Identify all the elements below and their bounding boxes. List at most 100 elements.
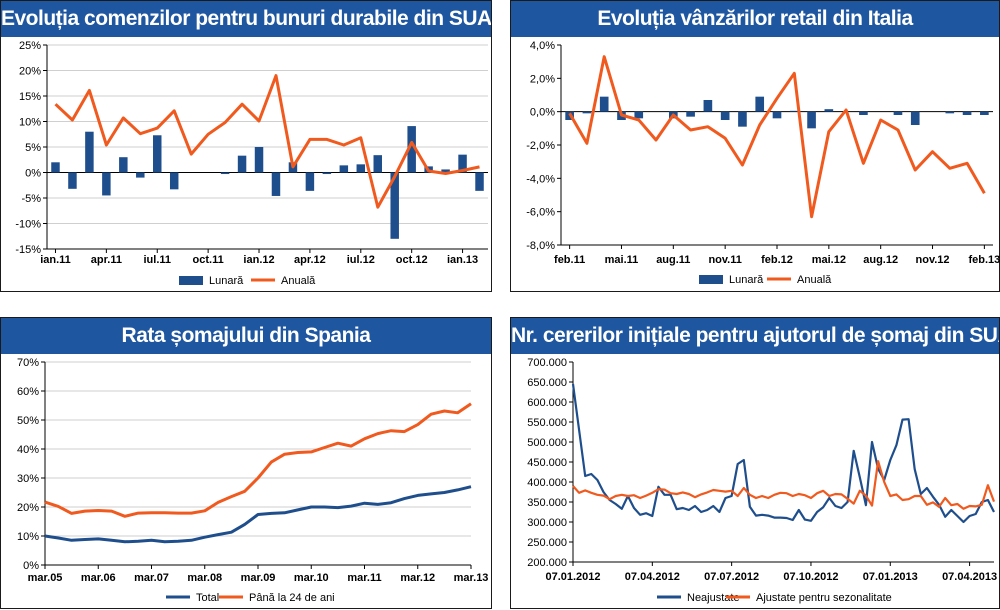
bar bbox=[305, 172, 315, 191]
bar bbox=[582, 111, 592, 114]
y-tick-label: 0% bbox=[25, 168, 41, 180]
chart-italy-retail-svg: -8,0% -6,0% -4,0% -2,0% 0,0% 2,0% 4,0% feb.11 ma… bbox=[526, 40, 1000, 286]
chart-panel-spain-unemployment: Rata șomajului din Spania 0% 10% 20% 30% 40%… bbox=[0, 317, 492, 609]
y-tick-label: 40% bbox=[17, 444, 39, 456]
x-tick-label: ian.12 bbox=[243, 254, 274, 266]
y-tick-label: 70% bbox=[17, 357, 39, 369]
y-tick-label: 300.000 bbox=[527, 517, 567, 529]
x-tick-label: 07.04.2012 bbox=[625, 571, 680, 583]
bar bbox=[220, 172, 230, 175]
y-tick-label: 0% bbox=[23, 560, 39, 572]
legend-label: Ajustate pentru sezonalitate bbox=[756, 592, 892, 604]
y-tick-label: 60% bbox=[17, 386, 39, 398]
bar bbox=[824, 109, 834, 112]
y-tick-label: 20% bbox=[17, 502, 39, 514]
bar bbox=[390, 172, 399, 239]
x-tick-label: mar.13 bbox=[454, 572, 489, 584]
y-tick-label: 30% bbox=[17, 473, 39, 485]
bar bbox=[962, 111, 972, 115]
bar bbox=[738, 111, 747, 127]
chart-title: Evoluția vânzărilor retail din Italia bbox=[511, 1, 999, 37]
bar bbox=[119, 157, 128, 173]
y-tick-label: 250.000 bbox=[527, 537, 567, 549]
y-tick-label: 600.000 bbox=[527, 397, 567, 409]
bar bbox=[51, 162, 60, 173]
x-tick-label: mar.10 bbox=[294, 572, 329, 584]
series-line-1 bbox=[572, 460, 996, 510]
chart-durable-goods-svg: -15% -10% -5% 0% 5% 10% 15% 20% 25% ian.11 apr.11 i… bbox=[15, 40, 488, 287]
y-tick-label: 500.000 bbox=[527, 437, 567, 449]
chart-title: Evoluția comenzilor pentru bunuri durabi… bbox=[1, 1, 491, 37]
bar bbox=[102, 172, 111, 196]
y-tick-label: -5% bbox=[21, 193, 41, 205]
legend-label: Total bbox=[196, 592, 219, 604]
bar bbox=[356, 164, 366, 173]
bar bbox=[339, 165, 349, 173]
x-tick-label: 07.01.2013 bbox=[863, 571, 918, 583]
y-tick-label: -2,0% bbox=[526, 140, 555, 152]
x-tick-label: iul.11 bbox=[143, 254, 171, 266]
x-tick-label: 07.07.2012 bbox=[704, 571, 759, 583]
bar bbox=[720, 111, 730, 120]
y-tick-label: 450.000 bbox=[527, 457, 567, 469]
series-line-1 bbox=[568, 55, 986, 219]
x-tick-label: iul.12 bbox=[347, 254, 375, 266]
series-line-1 bbox=[54, 74, 480, 209]
x-tick-label: mar.05 bbox=[28, 572, 63, 584]
legend-label: Lunară bbox=[209, 275, 244, 287]
x-tick-label: mar.06 bbox=[81, 572, 116, 584]
bar bbox=[373, 155, 382, 173]
x-tick-label: mai.11 bbox=[605, 254, 639, 266]
bar bbox=[271, 172, 281, 196]
series-line-0 bbox=[44, 485, 472, 544]
chart-panel-italy-retail: Evoluția vânzărilor retail din Italia -8… bbox=[510, 0, 1000, 292]
x-tick-label: ian.13 bbox=[447, 254, 478, 266]
bar bbox=[807, 111, 816, 129]
x-tick-label: mai.12 bbox=[812, 254, 846, 266]
bar bbox=[772, 111, 782, 119]
chart-panel-durable-goods: Evoluția comenzilor pentru bunuri durabi… bbox=[0, 0, 492, 292]
y-tick-label: 650.000 bbox=[527, 377, 567, 389]
y-tick-label: 20% bbox=[19, 66, 41, 78]
y-tick-label: -8,0% bbox=[526, 240, 555, 252]
bar bbox=[980, 111, 989, 115]
x-tick-label: 07.01.2012 bbox=[545, 571, 600, 583]
y-tick-label: 15% bbox=[19, 91, 41, 103]
x-tick-label: aug.11 bbox=[656, 254, 690, 266]
chart-us-jobless-claims-svg: 200.000 250.000 300.000 350.000 400.000 450.0… bbox=[527, 357, 997, 604]
x-tick-label: apr.12 bbox=[294, 254, 326, 266]
y-tick-label: 0,0% bbox=[530, 107, 555, 119]
y-tick-label: 200.000 bbox=[527, 557, 567, 569]
x-tick-label: aug.12 bbox=[863, 254, 898, 266]
legend-label: Lunară bbox=[729, 274, 764, 286]
bar bbox=[254, 147, 264, 173]
bar bbox=[859, 111, 868, 115]
y-tick-label: -4,0% bbox=[526, 173, 555, 185]
y-tick-label: 700.000 bbox=[527, 357, 567, 369]
legend-swatch bbox=[699, 275, 723, 284]
x-tick-label: mar.12 bbox=[400, 572, 435, 584]
x-tick-label: feb.12 bbox=[761, 254, 793, 266]
y-tick-label: -6,0% bbox=[526, 207, 555, 219]
x-tick-label: oct.11 bbox=[193, 254, 224, 266]
x-tick-label: mar.07 bbox=[134, 572, 169, 584]
bar bbox=[322, 172, 332, 175]
bar bbox=[910, 111, 920, 125]
series-line-0 bbox=[571, 383, 995, 524]
chart-title: Nr. cererilor inițiale pentru ajutorul d… bbox=[511, 318, 999, 354]
bar bbox=[686, 111, 695, 117]
chart-spain-unemployment-svg: 0% 10% 20% 30% 40% 50% 60% 70% mar.05 mar.06 mar.0… bbox=[17, 357, 489, 604]
y-tick-label: -15% bbox=[15, 244, 41, 256]
y-tick-label: 550.000 bbox=[527, 417, 567, 429]
chart-title: Rata șomajului din Spania bbox=[1, 318, 491, 354]
bar bbox=[136, 172, 145, 178]
bar bbox=[789, 110, 799, 112]
bar bbox=[237, 155, 247, 173]
x-tick-label: 07.04.2013 bbox=[942, 571, 997, 583]
x-tick-label: apr.11 bbox=[91, 254, 122, 266]
y-tick-label: 25% bbox=[19, 40, 41, 52]
y-tick-label: -10% bbox=[15, 219, 41, 231]
y-tick-label: 350.000 bbox=[527, 497, 567, 509]
x-tick-label: nov.12 bbox=[916, 254, 950, 266]
x-tick-label: ian.11 bbox=[40, 254, 71, 266]
